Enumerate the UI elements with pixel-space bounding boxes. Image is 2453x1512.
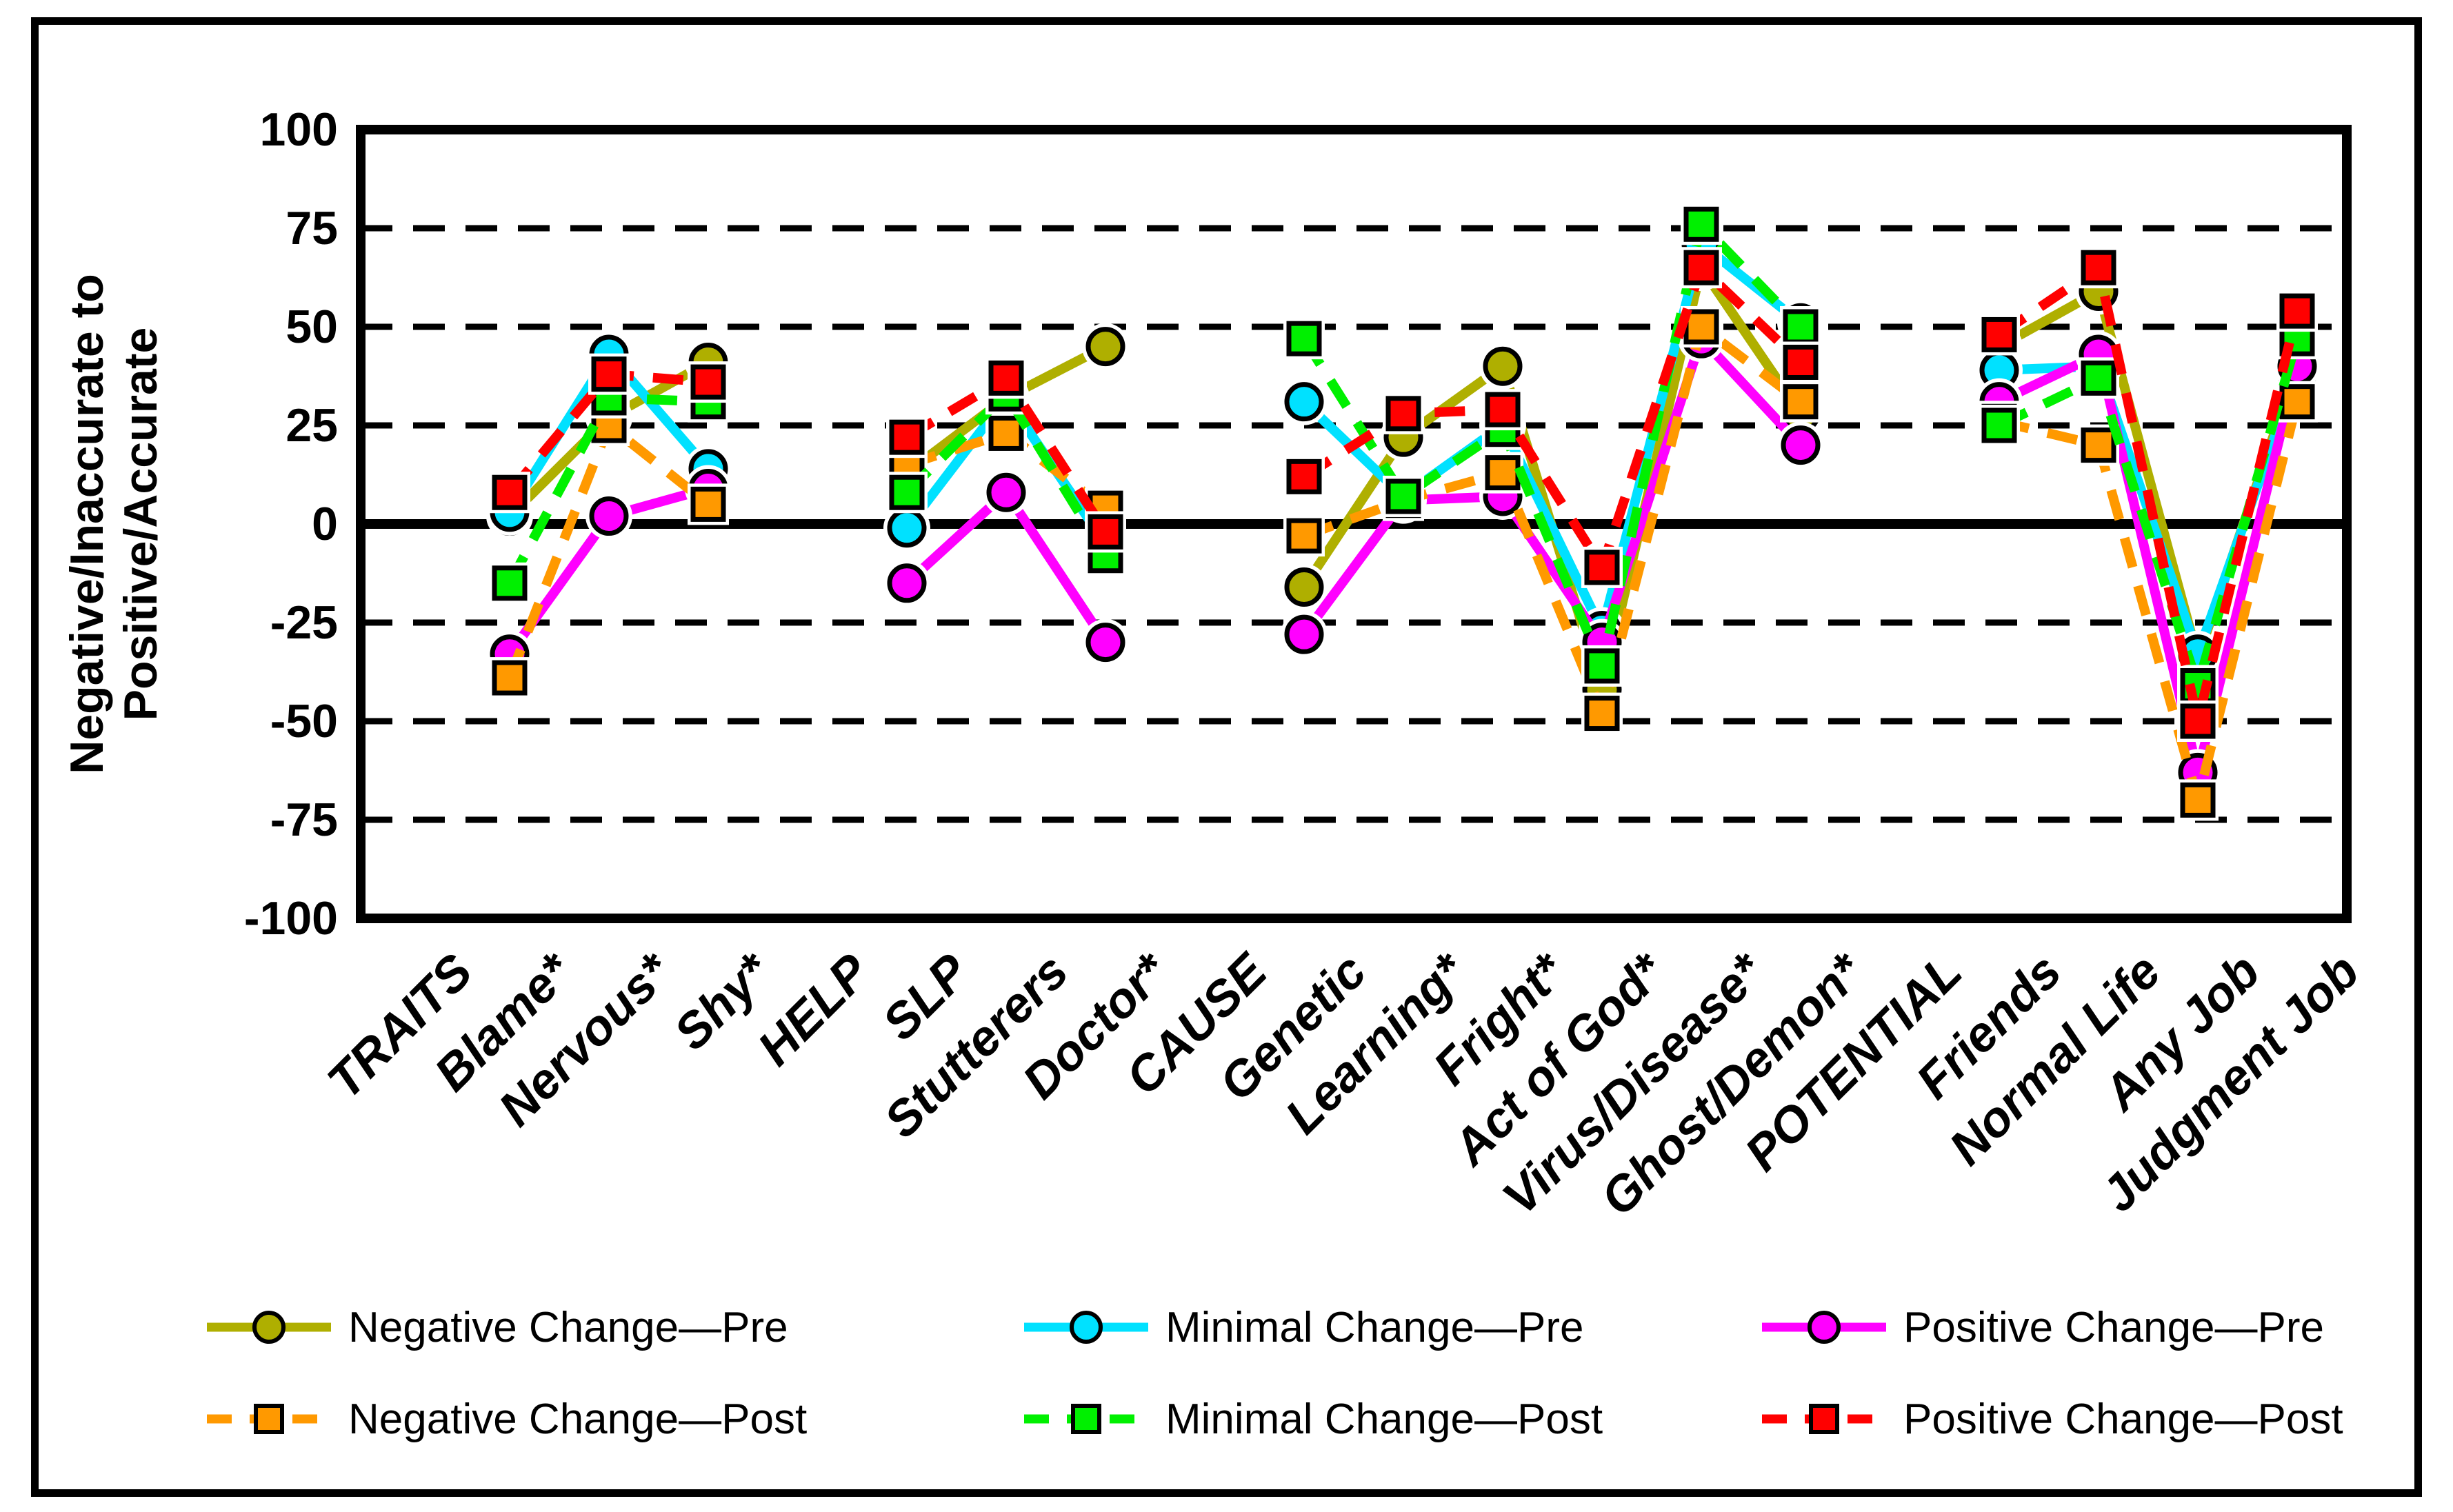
y-tick-label--75: -75 xyxy=(270,794,338,846)
figure-border xyxy=(31,17,2422,1497)
legend-label: Minimal Change—Pre xyxy=(1165,1303,1584,1351)
data-point-marker xyxy=(1683,250,1719,285)
data-point-marker xyxy=(2279,384,2315,420)
data-point-marker xyxy=(1485,455,1521,491)
data-point-marker xyxy=(988,415,1024,451)
series-line-4 xyxy=(1300,214,1805,682)
data-point-marker xyxy=(1981,407,2017,443)
data-point-marker xyxy=(1584,550,1620,585)
data-point-marker xyxy=(591,356,627,392)
data-point-marker xyxy=(887,508,927,548)
legend-label: Negative Change—Post xyxy=(348,1395,808,1443)
legend-item: Minimal Change—Pre xyxy=(1021,1302,1583,1353)
data-point-marker xyxy=(1683,206,1719,242)
y-tick-label--100: -100 xyxy=(243,892,338,945)
legend-marker-sample xyxy=(1024,1404,1148,1434)
legend-item: Positive Change—Post xyxy=(1759,1393,2343,1444)
data-point-marker xyxy=(2081,250,2116,285)
data-point-marker xyxy=(2279,293,2315,329)
series-line-0 xyxy=(1996,284,2302,675)
legend-item: Negative Change—Post xyxy=(203,1393,807,1444)
data-point-marker xyxy=(1584,696,1620,732)
y-tick-label--50: -50 xyxy=(270,695,338,747)
data-point-marker xyxy=(2180,782,2216,818)
data-point-marker xyxy=(988,360,1024,396)
data-point-marker xyxy=(1781,425,1821,465)
data-point-marker xyxy=(1385,396,1421,432)
series-line-4 xyxy=(903,386,1110,558)
y-tick-label--25: -25 xyxy=(270,596,338,649)
data-point-marker xyxy=(2180,703,2216,739)
data-point-marker xyxy=(1085,623,1125,663)
y-axis-title-line1: Negative/Inaccurate to xyxy=(61,274,113,774)
legend-label: Positive Change—Pre xyxy=(1903,1303,2324,1351)
data-point-marker xyxy=(889,474,925,510)
legend-marker-sample xyxy=(1024,1311,1148,1344)
data-point-marker xyxy=(1286,458,1322,494)
data-point-marker xyxy=(1286,518,1322,554)
data-point-marker xyxy=(889,419,925,455)
series-line-5 xyxy=(1996,259,2302,723)
data-point-marker xyxy=(589,496,629,536)
legend-label: Minimal Change—Post xyxy=(1165,1395,1603,1443)
data-point-marker xyxy=(2081,360,2116,396)
data-point-marker xyxy=(690,364,726,400)
series-line-5 xyxy=(1301,259,1804,579)
legend-marker-sample xyxy=(1762,1404,1886,1434)
series-line-3 xyxy=(1998,400,2302,819)
series-line-2 xyxy=(1996,347,2302,774)
legend-item: Minimal Change—Post xyxy=(1021,1393,1603,1444)
series-line-2 xyxy=(1300,329,1805,654)
data-point-marker xyxy=(1485,392,1521,427)
legend-label: Negative Change—Pre xyxy=(348,1303,788,1351)
data-point-marker xyxy=(1783,309,1819,345)
data-point-marker xyxy=(492,474,528,510)
data-point-marker xyxy=(492,565,528,601)
data-point-marker xyxy=(986,472,1026,512)
data-point-marker xyxy=(1284,614,1324,654)
data-point-marker xyxy=(1088,514,1123,550)
y-tick-label-0: 0 xyxy=(312,498,338,550)
y-tick-label-25: 25 xyxy=(286,399,338,452)
y-tick-label-75: 75 xyxy=(286,202,338,254)
legend-label: Positive Change—Post xyxy=(1903,1395,2343,1443)
data-point-marker xyxy=(1284,567,1324,607)
plot-frame xyxy=(356,125,2352,923)
data-point-marker xyxy=(1385,478,1421,514)
data-point-marker xyxy=(2081,427,2116,463)
legend-marker-sample xyxy=(207,1404,331,1434)
data-point-marker xyxy=(1584,648,1620,684)
legend-marker-sample xyxy=(207,1311,331,1344)
data-point-marker xyxy=(1981,316,2017,352)
data-point-marker xyxy=(1783,344,1819,380)
legend-item: Positive Change—Pre xyxy=(1759,1302,2324,1353)
data-point-marker xyxy=(690,486,726,522)
data-point-marker xyxy=(492,660,528,696)
data-point-marker xyxy=(887,563,927,603)
data-point-marker xyxy=(1286,321,1322,356)
data-point-marker xyxy=(1483,346,1523,386)
data-point-marker xyxy=(1284,382,1324,422)
legend-marker-sample xyxy=(1762,1311,1886,1344)
data-point-marker xyxy=(1085,327,1125,367)
data-point-marker xyxy=(1683,309,1719,345)
y-tick-label-50: 50 xyxy=(286,301,338,353)
legend-item: Negative Change—Pre xyxy=(203,1302,788,1353)
y-tick-label-100: 100 xyxy=(259,103,338,156)
data-point-marker xyxy=(1783,384,1819,420)
